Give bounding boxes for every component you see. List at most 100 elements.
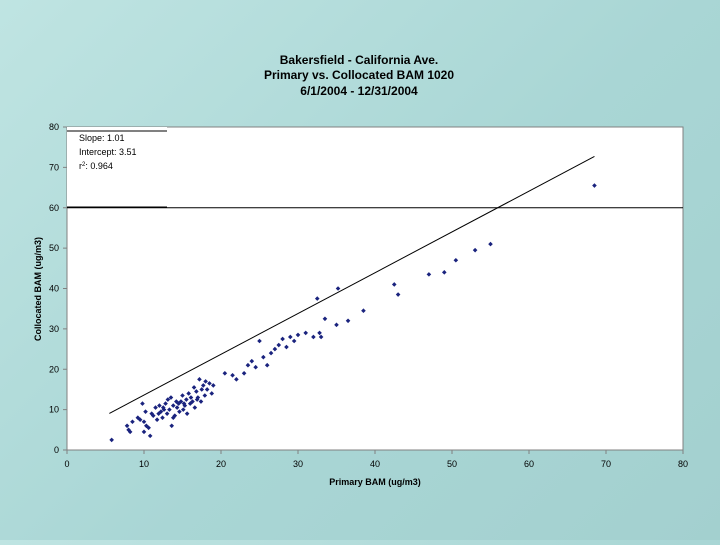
data-point <box>442 270 447 275</box>
data-point <box>202 393 208 398</box>
data-point <box>322 316 328 322</box>
data-point <box>109 437 114 443</box>
chart-title-line-3: 6/1/2004 - 12/31/2004 <box>300 84 418 98</box>
data-point <box>334 322 339 328</box>
data-point <box>161 407 167 412</box>
data-point <box>180 393 185 398</box>
y-tick-label: 30 <box>49 324 59 334</box>
data-point <box>199 387 205 392</box>
data-point <box>261 354 266 360</box>
data-point <box>222 370 228 376</box>
data-point <box>284 344 289 350</box>
data-point <box>184 397 189 402</box>
data-point <box>264 362 270 368</box>
data-point <box>234 377 239 382</box>
x-tick-label: 30 <box>293 459 303 469</box>
data-point <box>187 401 193 406</box>
data-point <box>190 399 195 404</box>
data-point <box>169 423 175 429</box>
stats-box: Slope: 1.01 Intercept: 3.51 r2: 0.964 <box>67 127 167 208</box>
y-tick-label: 40 <box>49 284 59 294</box>
data-point <box>174 399 179 404</box>
y-tick-label: 10 <box>49 405 59 415</box>
y-tick-label: 0 <box>54 445 59 455</box>
data-point <box>257 338 262 344</box>
data-point <box>141 429 147 435</box>
data-point <box>230 373 235 378</box>
data-point <box>317 330 322 336</box>
y-tick-label: 60 <box>49 203 59 213</box>
y-axis-ticks: 0 10 20 30 40 50 60 70 80 <box>49 122 67 455</box>
data-point <box>453 257 459 263</box>
y-tick-label: 70 <box>49 162 59 172</box>
data-point <box>168 395 174 400</box>
data-point <box>174 405 180 410</box>
data-point <box>211 383 216 388</box>
data-point <box>186 391 191 396</box>
data-point <box>395 292 401 297</box>
y-tick-label: 80 <box>49 122 59 132</box>
plot-area <box>66 126 684 451</box>
y-tick-label: 20 <box>49 364 59 374</box>
stats-box-background <box>67 127 167 207</box>
data-point <box>163 401 168 406</box>
data-point <box>158 409 164 414</box>
data-point <box>391 282 397 287</box>
data-point <box>194 389 199 394</box>
data-point <box>345 318 351 324</box>
x-tick-label: 60 <box>524 459 534 469</box>
data-point <box>209 391 215 396</box>
x-tick-label: 0 <box>64 459 69 469</box>
data-point <box>140 401 145 406</box>
data-point <box>295 332 301 338</box>
data-point <box>335 286 341 291</box>
data-point <box>156 411 161 416</box>
chart-title-line-1: Bakersfield - California Ave. <box>280 53 439 67</box>
data-point <box>150 413 156 418</box>
trendline <box>109 156 595 414</box>
trendline-layer <box>109 156 595 414</box>
data-point <box>172 413 178 418</box>
x-tick-label: 10 <box>139 459 149 469</box>
data-point <box>291 338 297 344</box>
data-point <box>488 241 493 247</box>
data-point <box>245 362 251 368</box>
data-point <box>164 411 170 416</box>
data-point <box>160 415 165 420</box>
data-point <box>149 411 154 416</box>
data-point <box>288 334 293 340</box>
data-point <box>198 399 204 404</box>
data-point <box>167 407 172 412</box>
data-point <box>200 383 206 388</box>
data-point <box>184 411 190 416</box>
data-point <box>137 417 143 423</box>
data-point <box>181 401 187 406</box>
data-point <box>314 296 320 301</box>
data-point <box>207 381 212 386</box>
data-point <box>204 387 210 392</box>
data-point <box>194 397 200 402</box>
data-point <box>130 419 135 425</box>
intercept-text: Intercept: 3.51 <box>79 147 137 157</box>
data-point <box>249 358 255 364</box>
data-points <box>109 183 597 443</box>
data-point <box>318 334 324 340</box>
data-point <box>153 405 158 410</box>
data-point <box>191 385 197 390</box>
x-tick-label: 70 <box>601 459 611 469</box>
data-point <box>180 407 186 412</box>
data-point <box>361 308 366 314</box>
data-point <box>253 364 258 370</box>
x-axis-title: Primary BAM (ug/m3) <box>329 477 421 487</box>
data-point <box>124 423 130 429</box>
data-point <box>146 425 151 431</box>
data-point <box>178 399 184 404</box>
x-axis-ticks: 0 10 20 30 40 50 60 70 80 <box>64 450 688 469</box>
data-point <box>170 403 176 408</box>
data-point <box>197 377 202 382</box>
y-axis-title: Collocated BAM (ug/m3) <box>33 237 43 341</box>
data-point <box>272 346 278 352</box>
data-point <box>147 433 153 439</box>
